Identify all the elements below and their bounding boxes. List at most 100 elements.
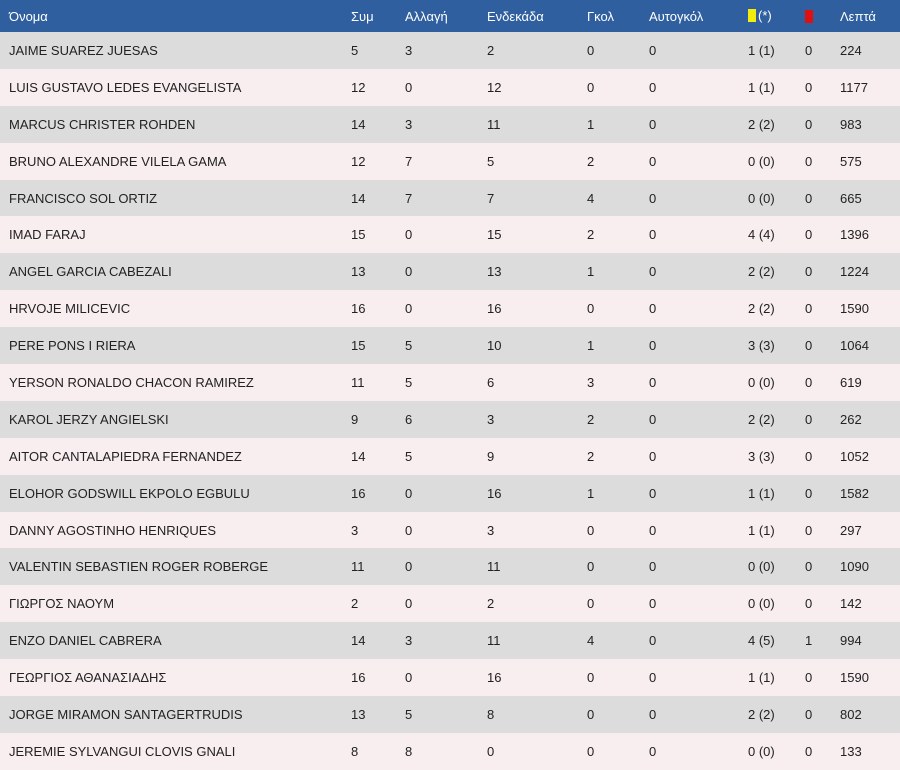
yellow-card-icon [748,8,756,22]
table-row: JEREMIE SYLVANGUI CLOVIS GNALI 8 8 0 0 0 0 (0)… [0,732,900,770]
player-name[interactable]: JORGE MIRAMON SANTAGERTRUDIS [9,706,243,722]
goals-cell: 3 [587,374,595,390]
yellow-cards-cell: 4 (4) [748,227,775,243]
yellow-cards-cell: 1 (1) [748,522,775,538]
starting-cell: 3 [487,522,495,538]
goals-cell: 0 [587,42,595,58]
header-sub[interactable]: Αλλαγή [405,8,448,24]
header-own-goals[interactable]: Αυτογκόλ [649,8,704,24]
apps-cell: 2 [351,596,359,612]
sub-cell: 7 [405,153,413,169]
red-cards-cell: 0 [805,42,813,58]
yellow-cards-cell: 2 (2) [748,301,775,317]
table-row: JORGE MIRAMON SANTAGERTRUDIS 13 5 8 0 0 2 (2) 0… [0,696,900,733]
header-goals[interactable]: Γκολ [587,8,614,24]
table-row: ΓΙΩΡΓΟΣ ΝΑΟΥΜ 2 0 2 0 0 0 (0) 0 142 [0,585,900,623]
player-name[interactable]: AITOR CANTALAPIEDRA FERNANDEZ [9,448,242,464]
own-goals-cell: 0 [649,633,657,649]
goals-cell: 2 [587,448,595,464]
player-name[interactable]: FRANCISCO SOL ORTIZ [9,190,158,206]
header-apps[interactable]: Συμ [351,8,374,24]
own-goals-cell: 0 [649,338,657,354]
player-name[interactable]: ΓΕΩΡΓΙΟΣ ΑΘΑΝΑΣΙΑΔΗΣ [9,670,167,686]
starting-cell: 2 [487,42,495,58]
red-cards-cell: 0 [805,116,813,132]
starting-cell: 13 [487,264,502,280]
player-name[interactable]: LUIS GUSTAVO LEDES EVANGELISTA [9,79,242,95]
sub-cell: 5 [405,338,413,354]
table-row: JAIME SUAREZ JUESAS 5 3 2 0 0 1 (1) 0 224 [0,32,900,69]
apps-cell: 11 [351,559,365,575]
sub-cell: 0 [405,485,413,501]
player-name[interactable]: PERE PONS I RIERA [9,338,136,354]
starting-cell: 3 [487,411,495,427]
header-minutes[interactable]: Λεπτά [840,8,876,24]
goals-cell: 1 [587,338,595,354]
red-cards-cell: 0 [805,411,813,427]
yellow-cards-cell: 2 (2) [748,411,775,427]
own-goals-cell: 0 [649,264,657,280]
red-cards-cell: 0 [805,227,813,243]
table-row: IMAD FARAJ 15 0 15 2 0 4 (4) 0 1396 [0,216,900,254]
goals-cell: 0 [587,596,595,612]
sub-cell: 0 [405,301,413,317]
player-name[interactable]: MARCUS CHRISTER ROHDEN [9,116,196,132]
yellow-cards-cell: 4 (5) [748,633,775,649]
header-yellow-cards[interactable]: (*) [748,0,805,32]
player-name[interactable]: JEREMIE SYLVANGUI CLOVIS GNALI [9,743,236,759]
player-name[interactable]: IMAD FARAJ [9,227,86,243]
player-name[interactable]: YERSON RONALDO CHACON RAMIREZ [9,374,254,390]
sub-cell: 0 [405,227,413,243]
player-name[interactable]: JAIME SUAREZ JUESAS [9,42,158,58]
goals-cell: 0 [587,301,595,317]
starting-cell: 11 [487,633,501,649]
minutes-cell: 1177 [840,79,868,95]
table-row: BRUNO ALEXANDRE VILELA GAMA 12 7 5 2 0 0 (0) 0 5… [0,142,900,180]
yellow-cards-cell: 1 (1) [748,670,775,686]
own-goals-cell: 0 [649,448,657,464]
minutes-cell: 619 [840,374,862,390]
goals-cell: 0 [587,522,595,538]
table-body: JAIME SUAREZ JUESAS 5 3 2 0 0 1 (1) 0 224 LUIS GU… [0,32,900,770]
player-name[interactable]: ENZO DANIEL CABRERA [9,633,162,649]
player-name[interactable]: DANNY AGOSTINHO HENRIQUES [9,522,217,538]
apps-cell: 14 [351,633,366,649]
player-name[interactable]: ELOHOR GODSWILL EKPOLO EGBULU [9,485,250,501]
player-name[interactable]: ANGEL GARCIA CABEZALI [9,264,172,280]
sub-cell: 5 [405,448,413,464]
table-row: ANGEL GARCIA CABEZALI 13 0 13 1 0 2 (2) 0 1224 [0,253,900,291]
goals-cell: 0 [587,79,595,95]
table-row: KAROL JERZY ANGIELSKI 9 6 3 2 0 2 (2) 0 262 [0,400,900,438]
player-name[interactable]: ΓΙΩΡΓΟΣ ΝΑΟΥΜ [9,596,115,612]
red-card-icon [805,9,813,23]
apps-cell: 14 [351,448,366,464]
own-goals-cell: 0 [649,116,657,132]
player-name[interactable]: HRVOJE MILICEVIC [9,301,131,317]
red-cards-cell: 0 [805,596,813,612]
goals-cell: 0 [587,743,595,759]
apps-cell: 16 [351,301,366,317]
minutes-cell: 142 [840,596,862,612]
own-goals-cell: 0 [649,706,657,722]
minutes-cell: 575 [840,153,862,169]
table-row: HRVOJE MILICEVIC 16 0 16 0 0 2 (2) 0 1590 [0,290,900,328]
sub-cell: 0 [405,559,413,575]
goals-cell: 1 [587,485,595,501]
header-starting[interactable]: Ενδεκάδα [487,8,544,24]
yellow-cards-cell: 2 (2) [748,706,775,722]
header-red-cards[interactable] [805,0,840,32]
own-goals-cell: 0 [649,522,657,538]
apps-cell: 12 [351,153,366,169]
player-name[interactable]: KAROL JERZY ANGIELSKI [9,411,169,427]
yellow-cards-cell: 2 (2) [748,116,775,132]
red-cards-cell: 0 [805,79,813,95]
player-name[interactable]: BRUNO ALEXANDRE VILELA GAMA [9,153,227,169]
minutes-cell: 1224 [840,264,869,280]
player-name[interactable]: VALENTIN SEBASTIEN ROGER ROBERGE [9,559,269,575]
header-name[interactable]: Όνομα [9,8,48,24]
table-row: VALENTIN SEBASTIEN ROGER ROBERGE 11 0 11 0 0 0… [0,548,900,586]
starting-cell: 15 [487,227,502,243]
apps-cell: 14 [351,190,366,206]
sub-cell: 0 [405,596,413,612]
starting-cell: 9 [487,448,495,464]
